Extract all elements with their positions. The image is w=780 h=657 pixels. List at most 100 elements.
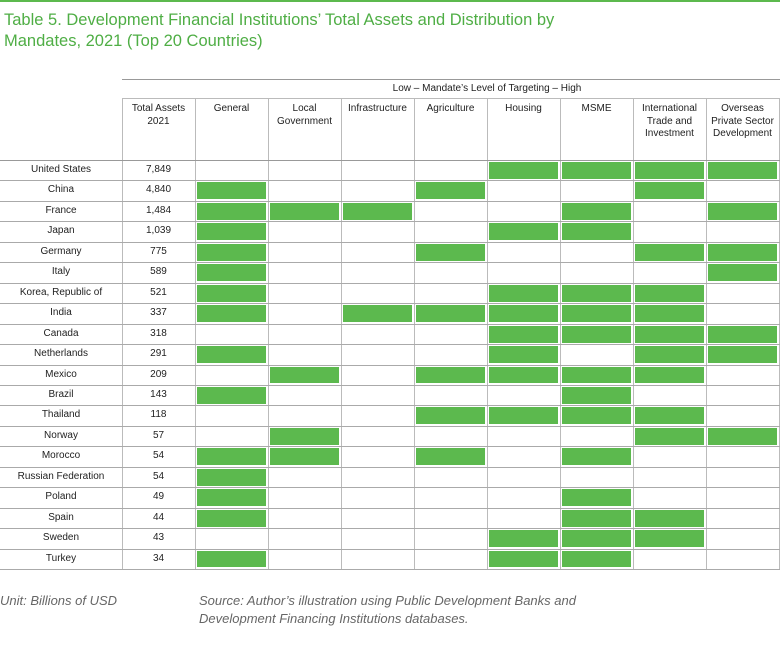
mandate-cell — [489, 530, 558, 548]
column-divider — [633, 98, 634, 569]
total-assets: 1,484 — [145, 204, 172, 216]
country-name: Germany — [40, 245, 82, 257]
mandate-cell — [416, 305, 485, 323]
mandate-cell — [562, 223, 631, 241]
row-line — [0, 323, 780, 325]
total-assets: 54 — [152, 470, 165, 482]
mandate-cell — [416, 407, 485, 425]
mandate-cell — [635, 162, 704, 179]
row-line — [0, 262, 780, 264]
mandate-cell — [489, 550, 558, 568]
country-name: Italy — [51, 266, 71, 278]
row-line — [0, 507, 780, 509]
column-header: Total Assets 2021 — [131, 103, 186, 127]
mandate-cell — [197, 468, 266, 486]
column-header: Housing — [505, 103, 542, 114]
country-name: China — [47, 184, 75, 196]
row-line — [0, 405, 780, 407]
total-assets: 1,039 — [145, 225, 172, 237]
column-header: Local Government — [276, 103, 333, 127]
mandate-cell — [708, 264, 777, 282]
row-line — [0, 425, 780, 427]
country-name: Norway — [44, 429, 78, 441]
total-assets: 318 — [150, 327, 167, 339]
row-line — [0, 303, 780, 305]
row-line — [0, 282, 780, 284]
mandate-cell — [270, 448, 339, 466]
table-title: Table 5. Development Financial Instituti… — [4, 11, 555, 50]
country-name: Netherlands — [34, 348, 88, 360]
column-header: Agriculture — [426, 103, 475, 114]
column-header: General — [213, 103, 250, 114]
mandate-cell — [489, 305, 558, 323]
mandate-cell — [416, 243, 485, 261]
row-line — [0, 384, 780, 386]
mandate-cell — [416, 182, 485, 200]
mandate-cell — [562, 284, 631, 302]
mandate-cell — [489, 346, 558, 363]
column-header: International Trade and Investment — [641, 103, 698, 139]
mandate-cell — [197, 509, 266, 527]
mandate-cell — [562, 530, 631, 548]
country-name: Russian Federation — [17, 470, 105, 482]
mandate-cell — [562, 325, 631, 343]
mandate-cell — [270, 427, 339, 445]
country-name: Korea, Republic of — [19, 286, 103, 298]
mandate-cell — [708, 427, 777, 445]
mandate-cell — [197, 489, 266, 507]
mandate-cell — [708, 243, 777, 261]
mandate-cell — [343, 202, 412, 220]
mandate-cell — [197, 305, 266, 323]
mandate-cell — [270, 202, 339, 220]
mandate-cell — [635, 325, 704, 343]
line — [122, 98, 780, 99]
mandate-cell — [562, 202, 631, 220]
mandate-cell — [197, 550, 266, 568]
total-assets: 521 — [150, 286, 167, 298]
column-divider — [195, 98, 196, 569]
total-assets: 4,840 — [145, 184, 172, 196]
mandate-cell — [635, 530, 704, 548]
country-name: Poland — [45, 491, 77, 503]
column-divider — [268, 98, 269, 569]
total-assets: 49 — [152, 491, 165, 503]
country-name: France — [45, 204, 77, 216]
mandate-cell — [562, 407, 631, 425]
country-name: Thailand — [41, 409, 81, 421]
country-name: Brazil — [48, 388, 74, 400]
country-name: Spain — [48, 511, 74, 523]
mandate-cell — [197, 182, 266, 200]
mandate-cell — [635, 427, 704, 445]
row-line — [0, 364, 780, 366]
column-header: MSME — [581, 103, 612, 114]
total-assets: 44 — [152, 511, 165, 523]
country-name: Mexico — [45, 368, 77, 380]
mandate-cell — [635, 182, 704, 200]
mandate-cell — [708, 325, 777, 343]
mandate-cell — [489, 162, 558, 179]
mandate-cell — [562, 550, 631, 568]
total-assets: 57 — [152, 429, 165, 441]
mandate-cell — [197, 386, 266, 404]
mandate-cell — [562, 305, 631, 323]
total-assets: 775 — [150, 245, 167, 257]
line — [0, 160, 780, 161]
mandate-cell — [197, 202, 266, 220]
country-name: Japan — [47, 225, 75, 237]
total-assets: 43 — [152, 532, 165, 544]
band-label: Low – Mandate’s Level of Targeting – Hig… — [392, 83, 582, 94]
country-name: United States — [30, 164, 92, 175]
column-header: Infrastructure — [348, 103, 407, 114]
mandate-cell — [197, 223, 266, 241]
country-name: India — [50, 307, 72, 319]
mandate-cell — [562, 448, 631, 466]
total-assets: 589 — [150, 266, 167, 278]
total-assets: 209 — [150, 368, 167, 380]
column-divider — [414, 98, 415, 569]
country-name: Canada — [43, 327, 79, 339]
total-assets: 54 — [152, 450, 165, 462]
mandate-cell — [416, 448, 485, 466]
country-name: Turkey — [45, 552, 77, 564]
mandate-cell — [635, 366, 704, 384]
